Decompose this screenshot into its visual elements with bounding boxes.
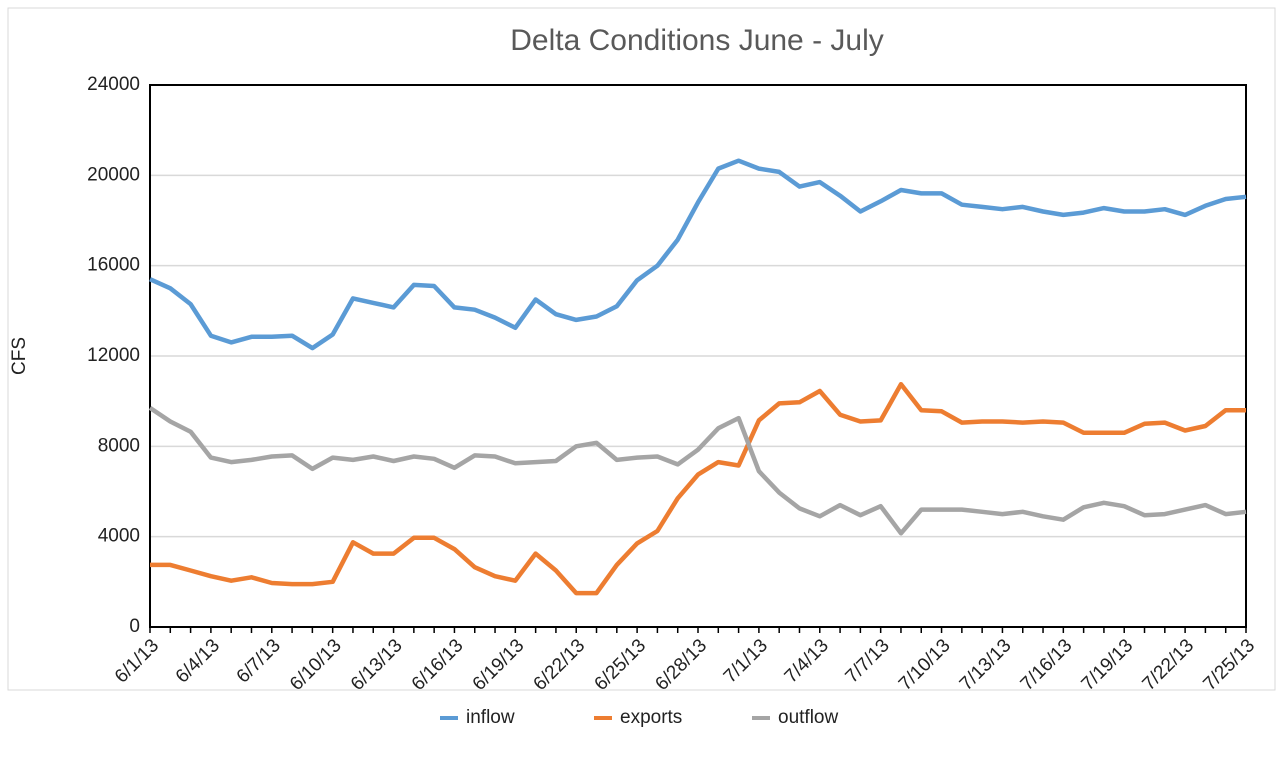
series-line xyxy=(148,406,1247,536)
chart-border xyxy=(7,7,1276,691)
legend-label: outflow xyxy=(778,707,838,728)
y-tick-label: 8000 xyxy=(98,435,140,456)
y-tick-label: 4000 xyxy=(98,526,140,547)
chart-title: Delta Conditions June - July xyxy=(510,24,884,57)
y-tick-label: 16000 xyxy=(87,255,140,276)
y-axis-label: CFS xyxy=(9,337,30,375)
y-tick-label: 12000 xyxy=(87,345,140,366)
series-line xyxy=(150,381,1246,596)
y-tick-label: 0 xyxy=(129,616,140,637)
y-tick-label: 24000 xyxy=(87,74,140,95)
legend-label: inflow xyxy=(466,707,515,728)
legend-label: exports xyxy=(620,707,682,728)
series-line xyxy=(149,158,1247,351)
y-tick-label: 20000 xyxy=(87,164,140,185)
